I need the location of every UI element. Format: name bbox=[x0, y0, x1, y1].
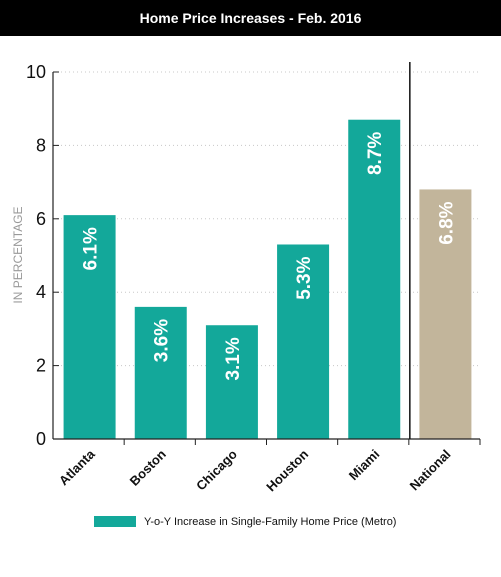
grid-lines bbox=[53, 71, 480, 440]
y-tick-labels: 0 2 4 6 8 10 bbox=[26, 62, 46, 449]
y-axis-title: IN PERCENTAGE bbox=[11, 206, 25, 303]
x-label-atlanta: Atlanta bbox=[56, 446, 98, 488]
x-tick-labels: Atlanta Boston Chicago Houston Miami National bbox=[56, 446, 454, 494]
x-label-national: National bbox=[407, 447, 454, 494]
data-labels: 6.1% 3.6% 3.1% 5.3% 8.7% 6.8% bbox=[81, 132, 458, 381]
bar-boston bbox=[134, 306, 187, 439]
data-label-miami: 8.7% bbox=[365, 132, 386, 175]
y-tick-label: 10 bbox=[26, 62, 46, 82]
data-label-atlanta: 6.1% bbox=[81, 227, 102, 270]
data-label-chicago: 3.1% bbox=[223, 337, 244, 380]
x-label-miami: Miami bbox=[346, 447, 383, 484]
bar-miami bbox=[348, 119, 401, 440]
y-tick-label: 0 bbox=[36, 429, 46, 449]
y-tick-label: 4 bbox=[36, 282, 46, 302]
legend: Y-o-Y Increase in Single-Family Home Pri… bbox=[94, 516, 396, 528]
bars bbox=[63, 119, 472, 440]
y-tick-label: 8 bbox=[36, 135, 46, 155]
bar-atlanta bbox=[63, 215, 116, 439]
data-label-boston: 3.6% bbox=[152, 319, 173, 362]
chart-title: Home Price Increases - Feb. 2016 bbox=[0, 0, 501, 36]
axes bbox=[52, 62, 481, 445]
bar-houston bbox=[277, 244, 330, 439]
legend-label: Y-o-Y Increase in Single-Family Home Pri… bbox=[144, 516, 396, 528]
y-tick-label: 2 bbox=[36, 356, 46, 376]
bar-national bbox=[419, 189, 472, 439]
x-label-houston: Houston bbox=[263, 446, 311, 494]
data-label-houston: 5.3% bbox=[294, 256, 315, 299]
x-label-boston: Boston bbox=[127, 446, 169, 488]
y-tick-label: 6 bbox=[36, 209, 46, 229]
bar-chicago bbox=[205, 325, 258, 439]
data-label-national: 6.8% bbox=[436, 201, 457, 244]
x-label-chicago: Chicago bbox=[193, 446, 240, 493]
legend-swatch bbox=[94, 516, 136, 527]
